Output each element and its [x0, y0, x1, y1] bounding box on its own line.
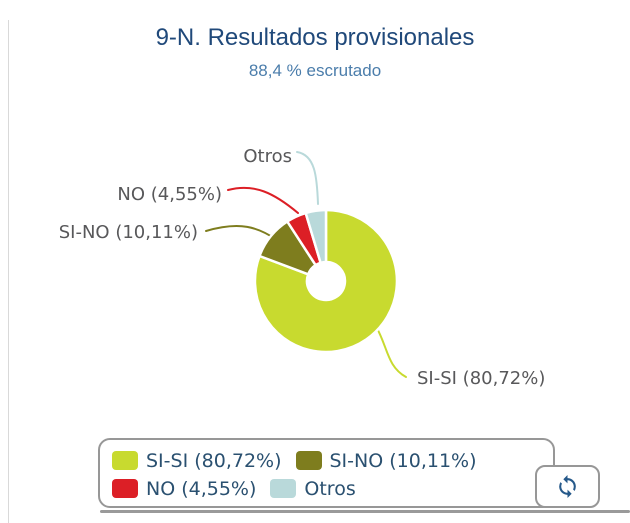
- legend-item-si-no[interactable]: SI-NO (10,11%): [295, 447, 477, 474]
- legend-label-no: NO (4,55%): [146, 477, 257, 500]
- pie-label-si-no: SI-NO (10,11%): [58, 222, 198, 243]
- refresh-button[interactable]: [535, 465, 600, 508]
- pie-label-no: NO (4,55%): [117, 184, 222, 205]
- legend-swatch-si-no: [295, 451, 322, 470]
- chart-legend: SI-SI (80,72%) SI-NO (10,11%) NO (4,55%)…: [98, 438, 555, 508]
- pie-slice-otros[interactable]: [304, 208, 328, 265]
- legend-item-si-si[interactable]: SI-SI (80,72%): [112, 447, 282, 474]
- callout-line-si-si: [373, 322, 407, 378]
- legend-swatch-si-si: [112, 451, 138, 470]
- refresh-icon: [559, 475, 576, 498]
- callout-line-no: [227, 186, 299, 214]
- legend-item-no[interactable]: NO (4,55%): [112, 475, 256, 502]
- pie-slice-si-si[interactable]: [253, 208, 399, 354]
- legend-label-si-no: SI-NO (10,11%): [329, 449, 477, 472]
- callout-line-otros: [296, 151, 319, 205]
- bottom-divider: [100, 510, 630, 513]
- legend-label-si-si: SI-SI (80,72%): [146, 449, 282, 472]
- pie-label-otros: Otros: [243, 146, 292, 167]
- page-subtitle: 88,4 % escrutado: [248, 61, 382, 80]
- panel-left-border: [8, 20, 9, 523]
- page-title: 9-N. Resultados provisionales: [155, 24, 475, 51]
- legend-label-otros: Otros: [304, 477, 356, 500]
- legend-swatch-otros: [270, 479, 297, 498]
- legend-item-otros[interactable]: Otros: [270, 475, 356, 502]
- callout-line-si-no: [205, 225, 278, 241]
- pie-label-si-si: SI-SI (80,72%): [417, 368, 546, 389]
- legend-swatch-no: [112, 479, 138, 498]
